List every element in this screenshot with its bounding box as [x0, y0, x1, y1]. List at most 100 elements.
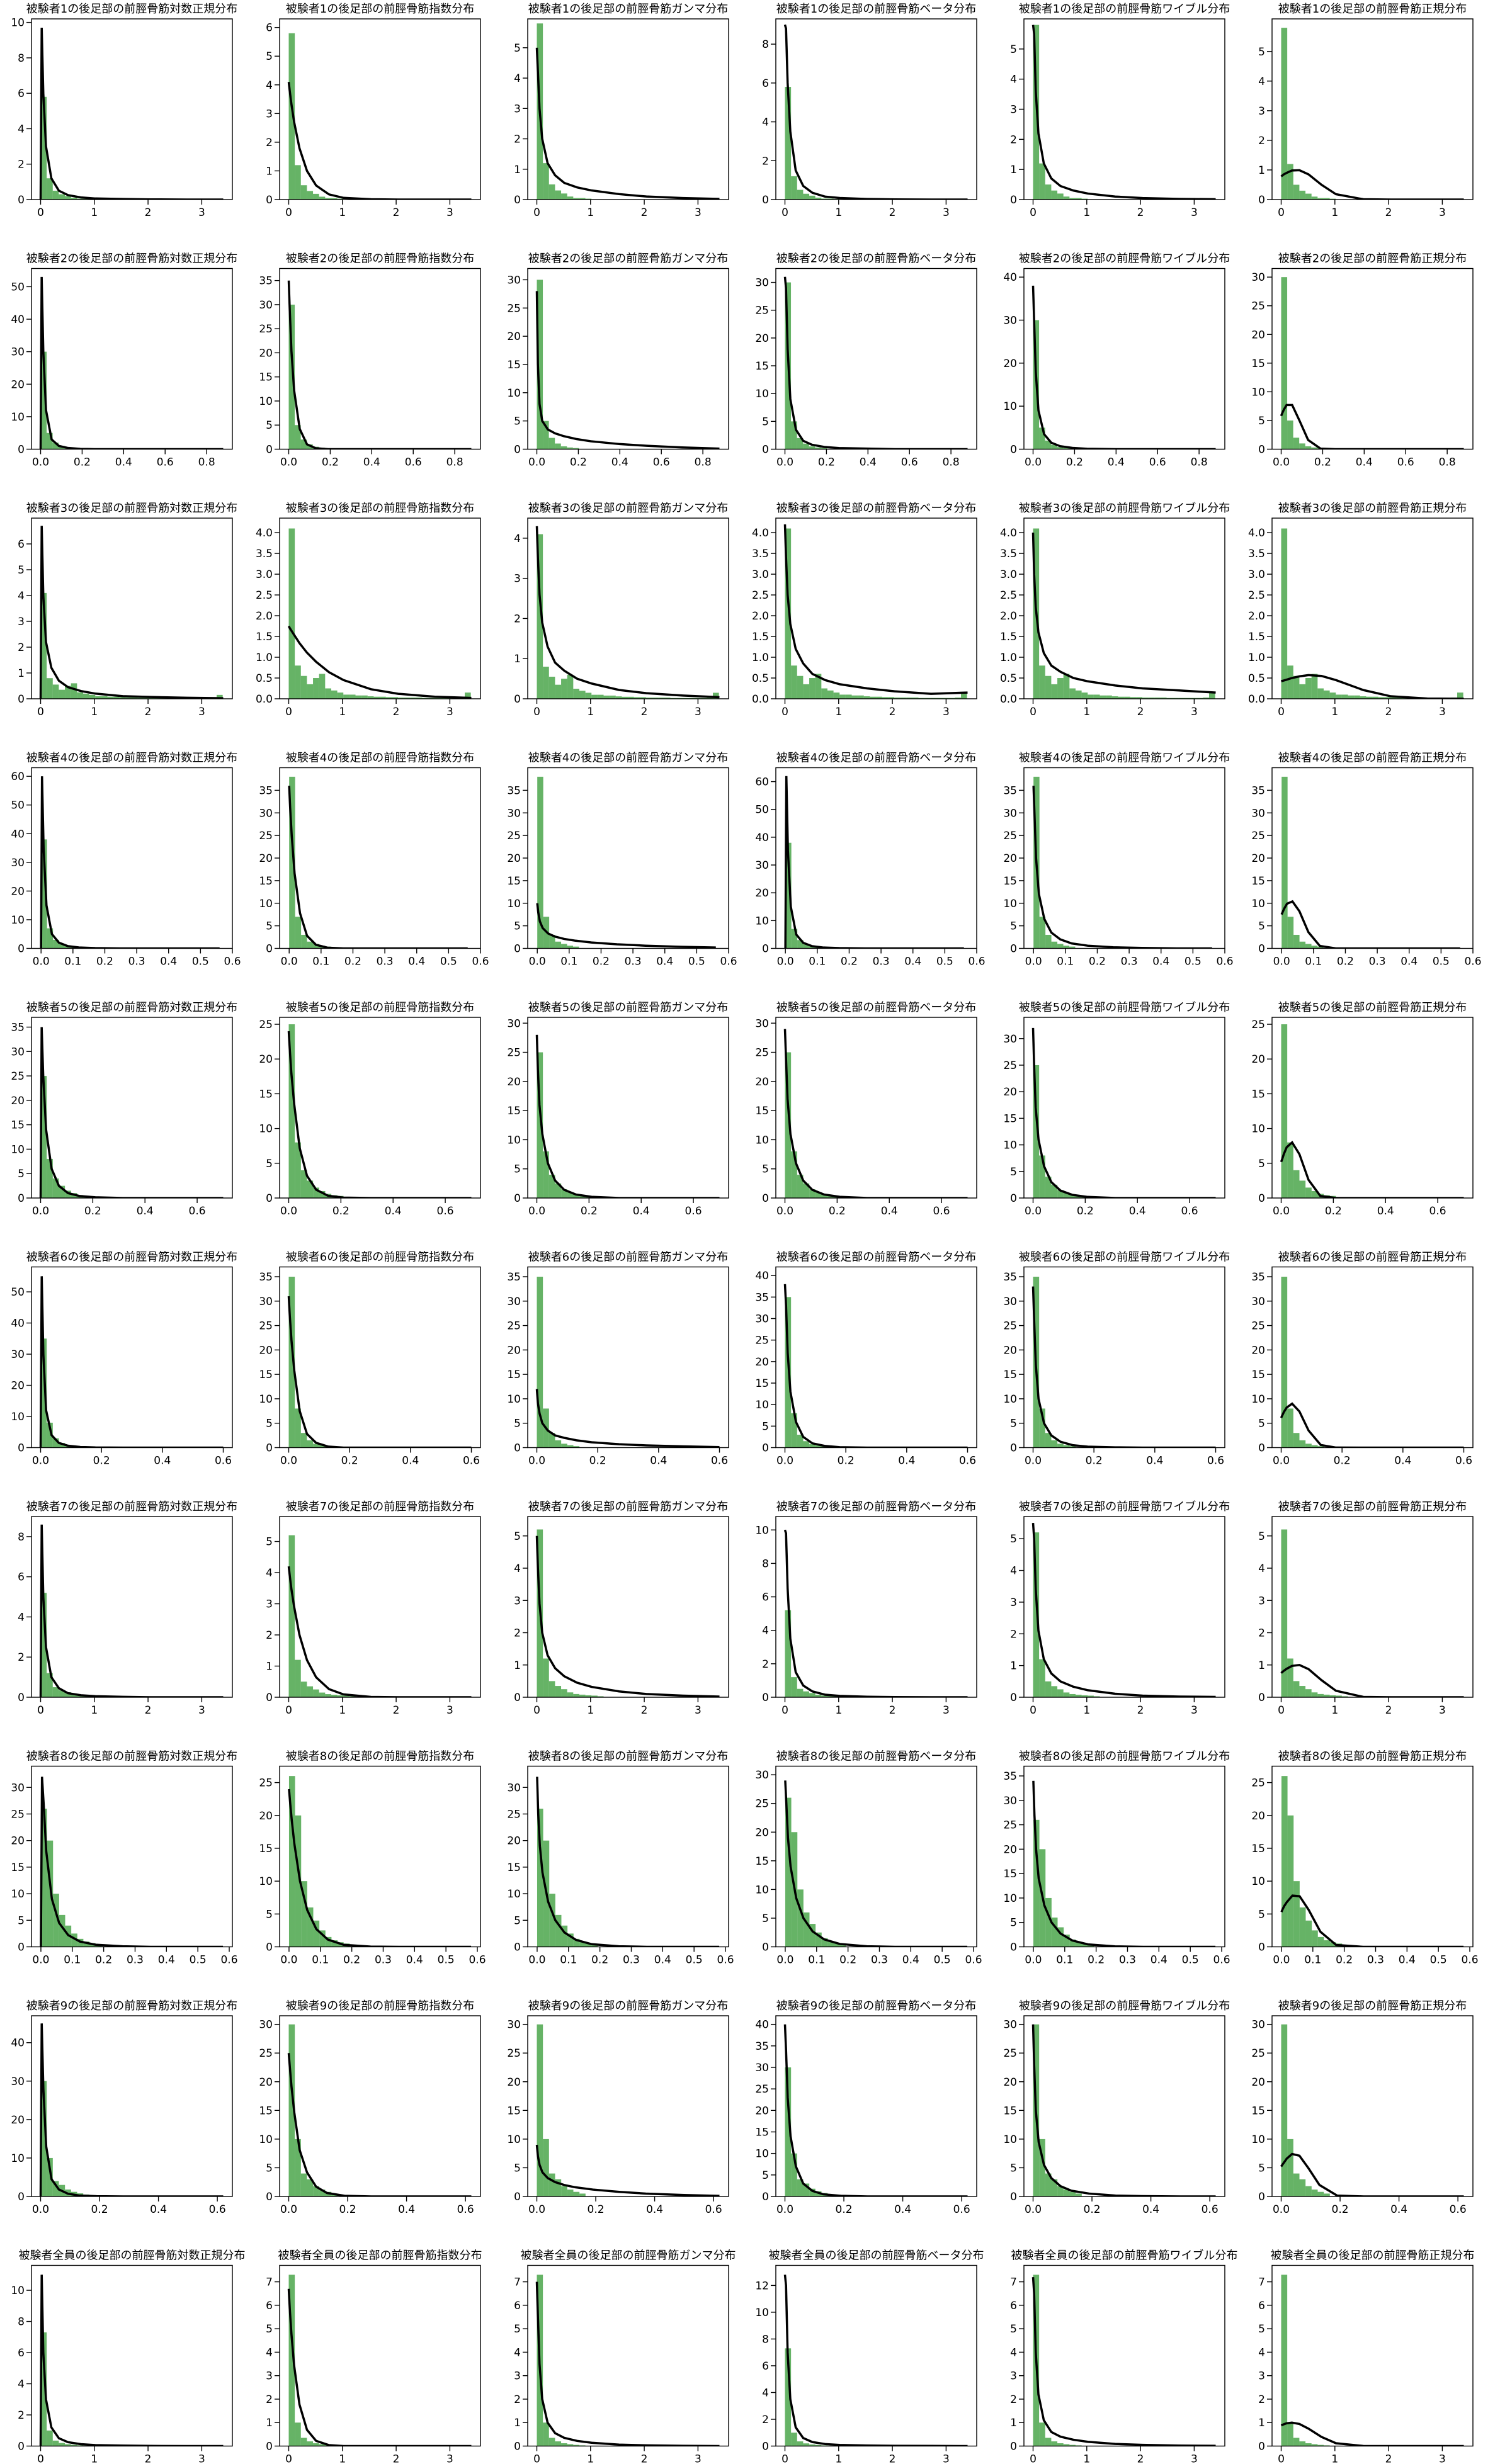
y-tick-label: 5	[1258, 2162, 1265, 2174]
bar	[77, 1938, 84, 1947]
y-tick-label: 8	[762, 2333, 769, 2346]
y-tick-label: 1.0	[1248, 652, 1265, 664]
x-tick-label: 2	[889, 706, 896, 718]
bar	[325, 198, 331, 200]
plot-area	[39, 276, 224, 449]
y-tick-label: 40	[11, 1318, 25, 1330]
fit-curve	[783, 276, 968, 449]
fit-curve	[783, 1029, 968, 1198]
panel: 0 1 2 30.00.51.01.52.02.53.03.54.0被験者3の後足部の…	[1248, 502, 1474, 718]
bar	[567, 2444, 574, 2446]
bar	[1311, 1445, 1318, 1448]
bar	[1329, 1695, 1336, 1697]
y-tick-label: 30	[507, 1017, 521, 1030]
bar	[300, 1681, 307, 1697]
plot-area	[39, 1027, 224, 1198]
bar	[1063, 2444, 1070, 2446]
bar	[797, 940, 804, 949]
y-tick-label: 5	[1010, 1418, 1017, 1430]
y-tick-label: 5	[762, 1420, 769, 1433]
y-tick-label: 35	[1003, 784, 1017, 797]
plot-area	[1032, 1780, 1216, 1947]
y-tick-label: 10	[259, 395, 273, 408]
y-tick-label: 0	[514, 194, 521, 206]
y-tick-label: 15	[259, 371, 273, 384]
fit-curve	[39, 2023, 224, 2196]
bar	[549, 1894, 555, 1947]
x-tick-label: 0.1	[312, 1954, 329, 1967]
bar	[548, 2173, 555, 2196]
bar	[1281, 2275, 1288, 2446]
bar	[355, 695, 362, 699]
y-tick-label: 20	[755, 332, 769, 345]
x-tick-label: 1	[91, 706, 98, 718]
x-tick-label: 0.6	[224, 956, 241, 968]
plot-area	[535, 280, 720, 449]
y-tick-label: 20	[1003, 1344, 1017, 1357]
panel: 0 1 2 30.00.51.01.52.02.53.03.54.0被験者3の後足部の…	[256, 502, 481, 718]
fit-curve	[287, 2053, 472, 2196]
bar	[821, 448, 827, 449]
bar	[567, 196, 574, 200]
bar	[791, 2433, 797, 2446]
panel-title: 被験者1の後足部の前脛骨筋指数分布	[286, 3, 474, 16]
y-tick-label: 30	[755, 1769, 769, 1782]
bar	[288, 2275, 295, 2446]
bar	[1039, 2422, 1045, 2446]
bar	[815, 1932, 822, 1947]
plot-area	[535, 2275, 720, 2446]
bar	[71, 1694, 77, 1697]
y-tick-label: 40	[755, 832, 769, 844]
x-tick-label: 0	[37, 206, 44, 219]
plot-area	[39, 28, 224, 200]
x-tick-label: 0.0	[777, 956, 794, 968]
bar	[1324, 2193, 1330, 2196]
y-tick-label: 1	[1010, 2417, 1017, 2429]
y-tick-label: 3	[514, 2370, 521, 2383]
x-tick-label: 0.0	[32, 1205, 49, 1218]
y-tick-label: 15	[755, 1855, 769, 1868]
y-tick-label: 3	[266, 2370, 273, 2383]
y-tick-label: 5	[1010, 1533, 1017, 1546]
x-tick-label: 0.6	[472, 956, 489, 968]
y-tick-label: 30	[259, 299, 273, 312]
x-tick-label: 0.2	[1314, 456, 1331, 469]
y-tick-label: 20	[755, 887, 769, 900]
axes-frame	[1271, 517, 1474, 699]
bar	[586, 1943, 592, 1947]
panel-title: 被験者1の後足部の前脛骨筋ワイブル分布	[1019, 2, 1230, 16]
bar	[821, 1194, 828, 1198]
x-tick-label: 0.2	[1332, 2203, 1349, 2216]
plot-area	[783, 2024, 968, 2196]
bar	[1069, 2444, 1076, 2446]
bar	[313, 1187, 319, 1198]
bar	[803, 1691, 810, 1697]
axes-frame	[1023, 18, 1225, 200]
plot-area	[535, 1277, 720, 1448]
y-tick-label: 5	[514, 1530, 521, 1543]
x-tick-label: 0.0	[776, 1205, 793, 1218]
bar	[585, 692, 592, 699]
y-tick-label: 10	[1003, 1139, 1017, 1152]
x-tick-label: 2	[145, 1704, 152, 1717]
x-tick-label: 1	[91, 206, 98, 219]
panel: 0.0 0.2 0.4 0.605101520253035被験者6の後足部の前脛骨筋指…	[259, 1251, 481, 1467]
x-tick-label: 1	[339, 706, 346, 718]
y-tick-label: 25	[507, 830, 521, 842]
x-tick-label: 0.0	[32, 456, 49, 469]
bar	[791, 176, 797, 200]
bar	[295, 665, 301, 699]
y-tick-label: 10	[259, 1123, 273, 1136]
x-tick-label: 0.8	[943, 456, 960, 469]
fit-curve	[39, 28, 224, 200]
fit-curve	[536, 903, 716, 949]
y-tick-label: 2.0	[752, 610, 769, 623]
axes-frame	[527, 1516, 729, 1698]
x-tick-label: 0.1	[1057, 956, 1074, 968]
y-tick-label: 1	[1010, 164, 1017, 176]
y-tick-label: 20	[259, 1810, 273, 1823]
y-tick-label: 0	[1258, 2191, 1265, 2203]
x-tick-label: 1	[587, 706, 594, 718]
y-tick-label: 20	[259, 852, 273, 865]
